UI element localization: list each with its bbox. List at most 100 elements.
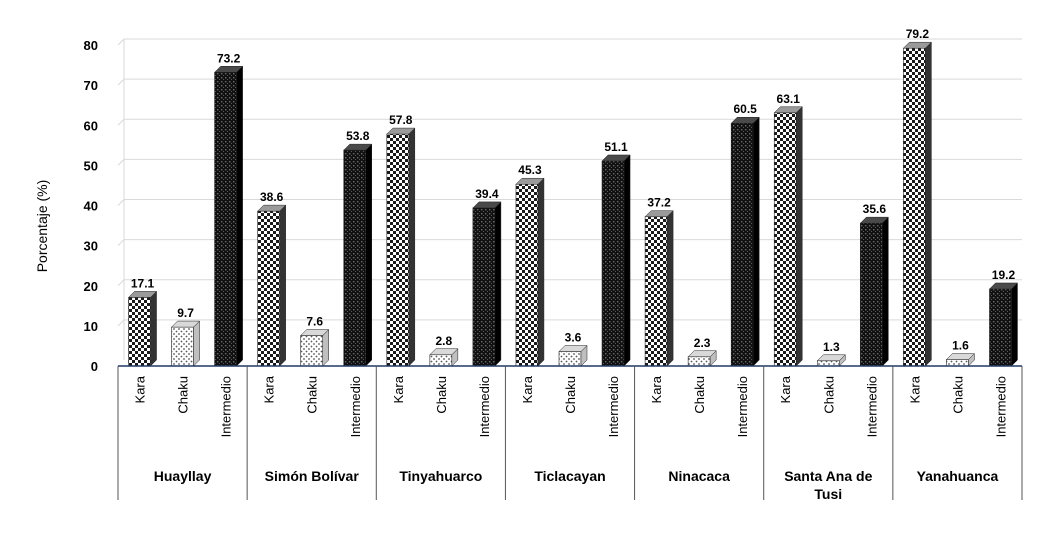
bar-top-chaku bbox=[816, 354, 846, 362]
y-tick-label: 20 bbox=[84, 279, 98, 294]
bar-side-intermedio bbox=[494, 201, 502, 367]
bar-chaku bbox=[687, 356, 711, 367]
bar-top-intermedio bbox=[730, 116, 760, 124]
x-group-label: Tinyahuarco bbox=[399, 468, 482, 484]
bar-top-kara bbox=[386, 127, 416, 135]
bar-intermedio bbox=[343, 149, 367, 367]
bar-top-chaku bbox=[170, 320, 201, 328]
y-tick-label: 30 bbox=[84, 239, 98, 254]
bar-top-kara bbox=[515, 177, 545, 185]
x-subcategory-label: Chaku bbox=[563, 376, 578, 414]
data-label: 19.2 bbox=[992, 268, 1016, 282]
bar-chaku bbox=[558, 351, 582, 367]
data-label: 35.6 bbox=[863, 202, 887, 216]
x-group-label: Ninacaca bbox=[668, 468, 730, 484]
y-tick-label: 40 bbox=[84, 199, 98, 214]
x-subcategory-label: Kara bbox=[391, 375, 406, 403]
data-label: 38.6 bbox=[260, 190, 284, 204]
data-label: 39.4 bbox=[475, 187, 499, 201]
bar-kara bbox=[257, 210, 280, 367]
data-label: 37.2 bbox=[647, 196, 671, 210]
bar-side-intermedio bbox=[623, 154, 631, 367]
bar-intermedio bbox=[601, 160, 625, 367]
bar-side-chaku bbox=[322, 328, 329, 367]
bar-side-kara bbox=[408, 127, 416, 367]
data-label: 45.3 bbox=[518, 163, 542, 177]
bar-top-kara bbox=[773, 106, 803, 114]
x-subcategory-label: Chaku bbox=[692, 376, 707, 414]
x-subcategory-label: Chaku bbox=[434, 376, 449, 414]
y-tick-label: 70 bbox=[84, 78, 98, 93]
y-axis-title: Porcentaje (%) bbox=[34, 180, 50, 273]
gridline-depth bbox=[117, 38, 125, 46]
bar-kara bbox=[386, 133, 410, 367]
bar-chaku bbox=[300, 335, 324, 367]
bar-side-kara bbox=[537, 177, 545, 367]
gridline-depth bbox=[117, 319, 125, 327]
data-label: 9.7 bbox=[177, 306, 194, 320]
data-labels: 17.1 9.7 73.2 38.6 7.6 53.8 57.8 2.8 39.4 45.3 3.6… bbox=[131, 27, 1016, 354]
x-subcategory-label: Intermedio bbox=[993, 376, 1008, 437]
data-label: 2.3 bbox=[694, 336, 711, 350]
data-label: 1.6 bbox=[952, 339, 969, 353]
x-subcategory-label: Kara bbox=[907, 375, 922, 403]
bar-side-chaku bbox=[193, 320, 200, 367]
x-group-label: Huayllay bbox=[154, 468, 212, 484]
bar-top-chaku bbox=[558, 345, 588, 352]
data-label: 60.5 bbox=[734, 102, 758, 116]
x-subcategory-label: Chaku bbox=[176, 376, 191, 414]
bar-intermedio bbox=[989, 288, 1012, 367]
bar-kara bbox=[644, 216, 668, 367]
bar-side-kara bbox=[279, 204, 286, 367]
bar-side-intermedio bbox=[1011, 282, 1018, 367]
data-label: 7.6 bbox=[306, 315, 323, 329]
data-label: 57.8 bbox=[389, 113, 413, 127]
data-label: 51.1 bbox=[604, 140, 628, 154]
bar-kara bbox=[515, 183, 539, 367]
bar-chaku bbox=[171, 326, 194, 367]
bar-top-kara bbox=[127, 291, 158, 298]
bar-top-intermedio bbox=[472, 201, 502, 209]
data-label: 2.8 bbox=[436, 334, 453, 348]
bar-top-chaku bbox=[300, 329, 330, 336]
bar-side-kara bbox=[795, 106, 803, 367]
bar-chaku bbox=[946, 359, 969, 367]
bars bbox=[127, 41, 1019, 367]
x-subcategory-label: Kara bbox=[133, 375, 148, 403]
bar-intermedio bbox=[214, 71, 237, 367]
bar-top-intermedio bbox=[859, 216, 889, 224]
bar-side-kara bbox=[666, 210, 674, 367]
bar-kara bbox=[903, 47, 926, 367]
x-subcategory-label: Intermedio bbox=[219, 376, 234, 437]
x-subcategory-label: Intermedio bbox=[864, 376, 879, 437]
x-subcategory-label: Intermedio bbox=[477, 376, 492, 437]
data-label: 3.6 bbox=[565, 331, 582, 345]
bar-top-intermedio bbox=[343, 143, 373, 151]
data-label: 73.2 bbox=[217, 51, 241, 65]
x-group-label: Ticlacayan bbox=[534, 468, 605, 484]
bar-intermedio bbox=[472, 207, 496, 367]
gridline-depth bbox=[117, 199, 125, 206]
gridline-depth bbox=[117, 118, 125, 126]
bar-top-kara bbox=[257, 204, 287, 212]
x-subcategory-label: Chaku bbox=[950, 376, 965, 414]
bar-top-chaku bbox=[687, 350, 717, 358]
bar-top-intermedio bbox=[988, 282, 1019, 290]
data-label: 17.1 bbox=[131, 276, 155, 290]
gridline-depth bbox=[117, 279, 125, 287]
data-label: 1.3 bbox=[823, 340, 840, 354]
y-axis-ticks: 0 10 20 30 40 50 60 70 80 bbox=[84, 38, 98, 374]
bar-side-intermedio bbox=[365, 143, 373, 367]
bar-kara bbox=[773, 112, 797, 367]
gridline-depth bbox=[117, 239, 125, 246]
y-tick-label: 10 bbox=[84, 319, 98, 334]
y-tick-label: 0 bbox=[91, 359, 98, 374]
bar-side-kara bbox=[150, 290, 157, 367]
x-group-label: Santa Ana de Tusi bbox=[784, 468, 872, 502]
bar-top-chaku bbox=[429, 348, 459, 356]
bar-top-intermedio bbox=[214, 66, 244, 73]
x-group-label: Simón Bolívar bbox=[265, 468, 360, 484]
x-group-label: Yanahuanca bbox=[917, 468, 999, 484]
x-subcategory-label: Intermedio bbox=[348, 376, 363, 437]
